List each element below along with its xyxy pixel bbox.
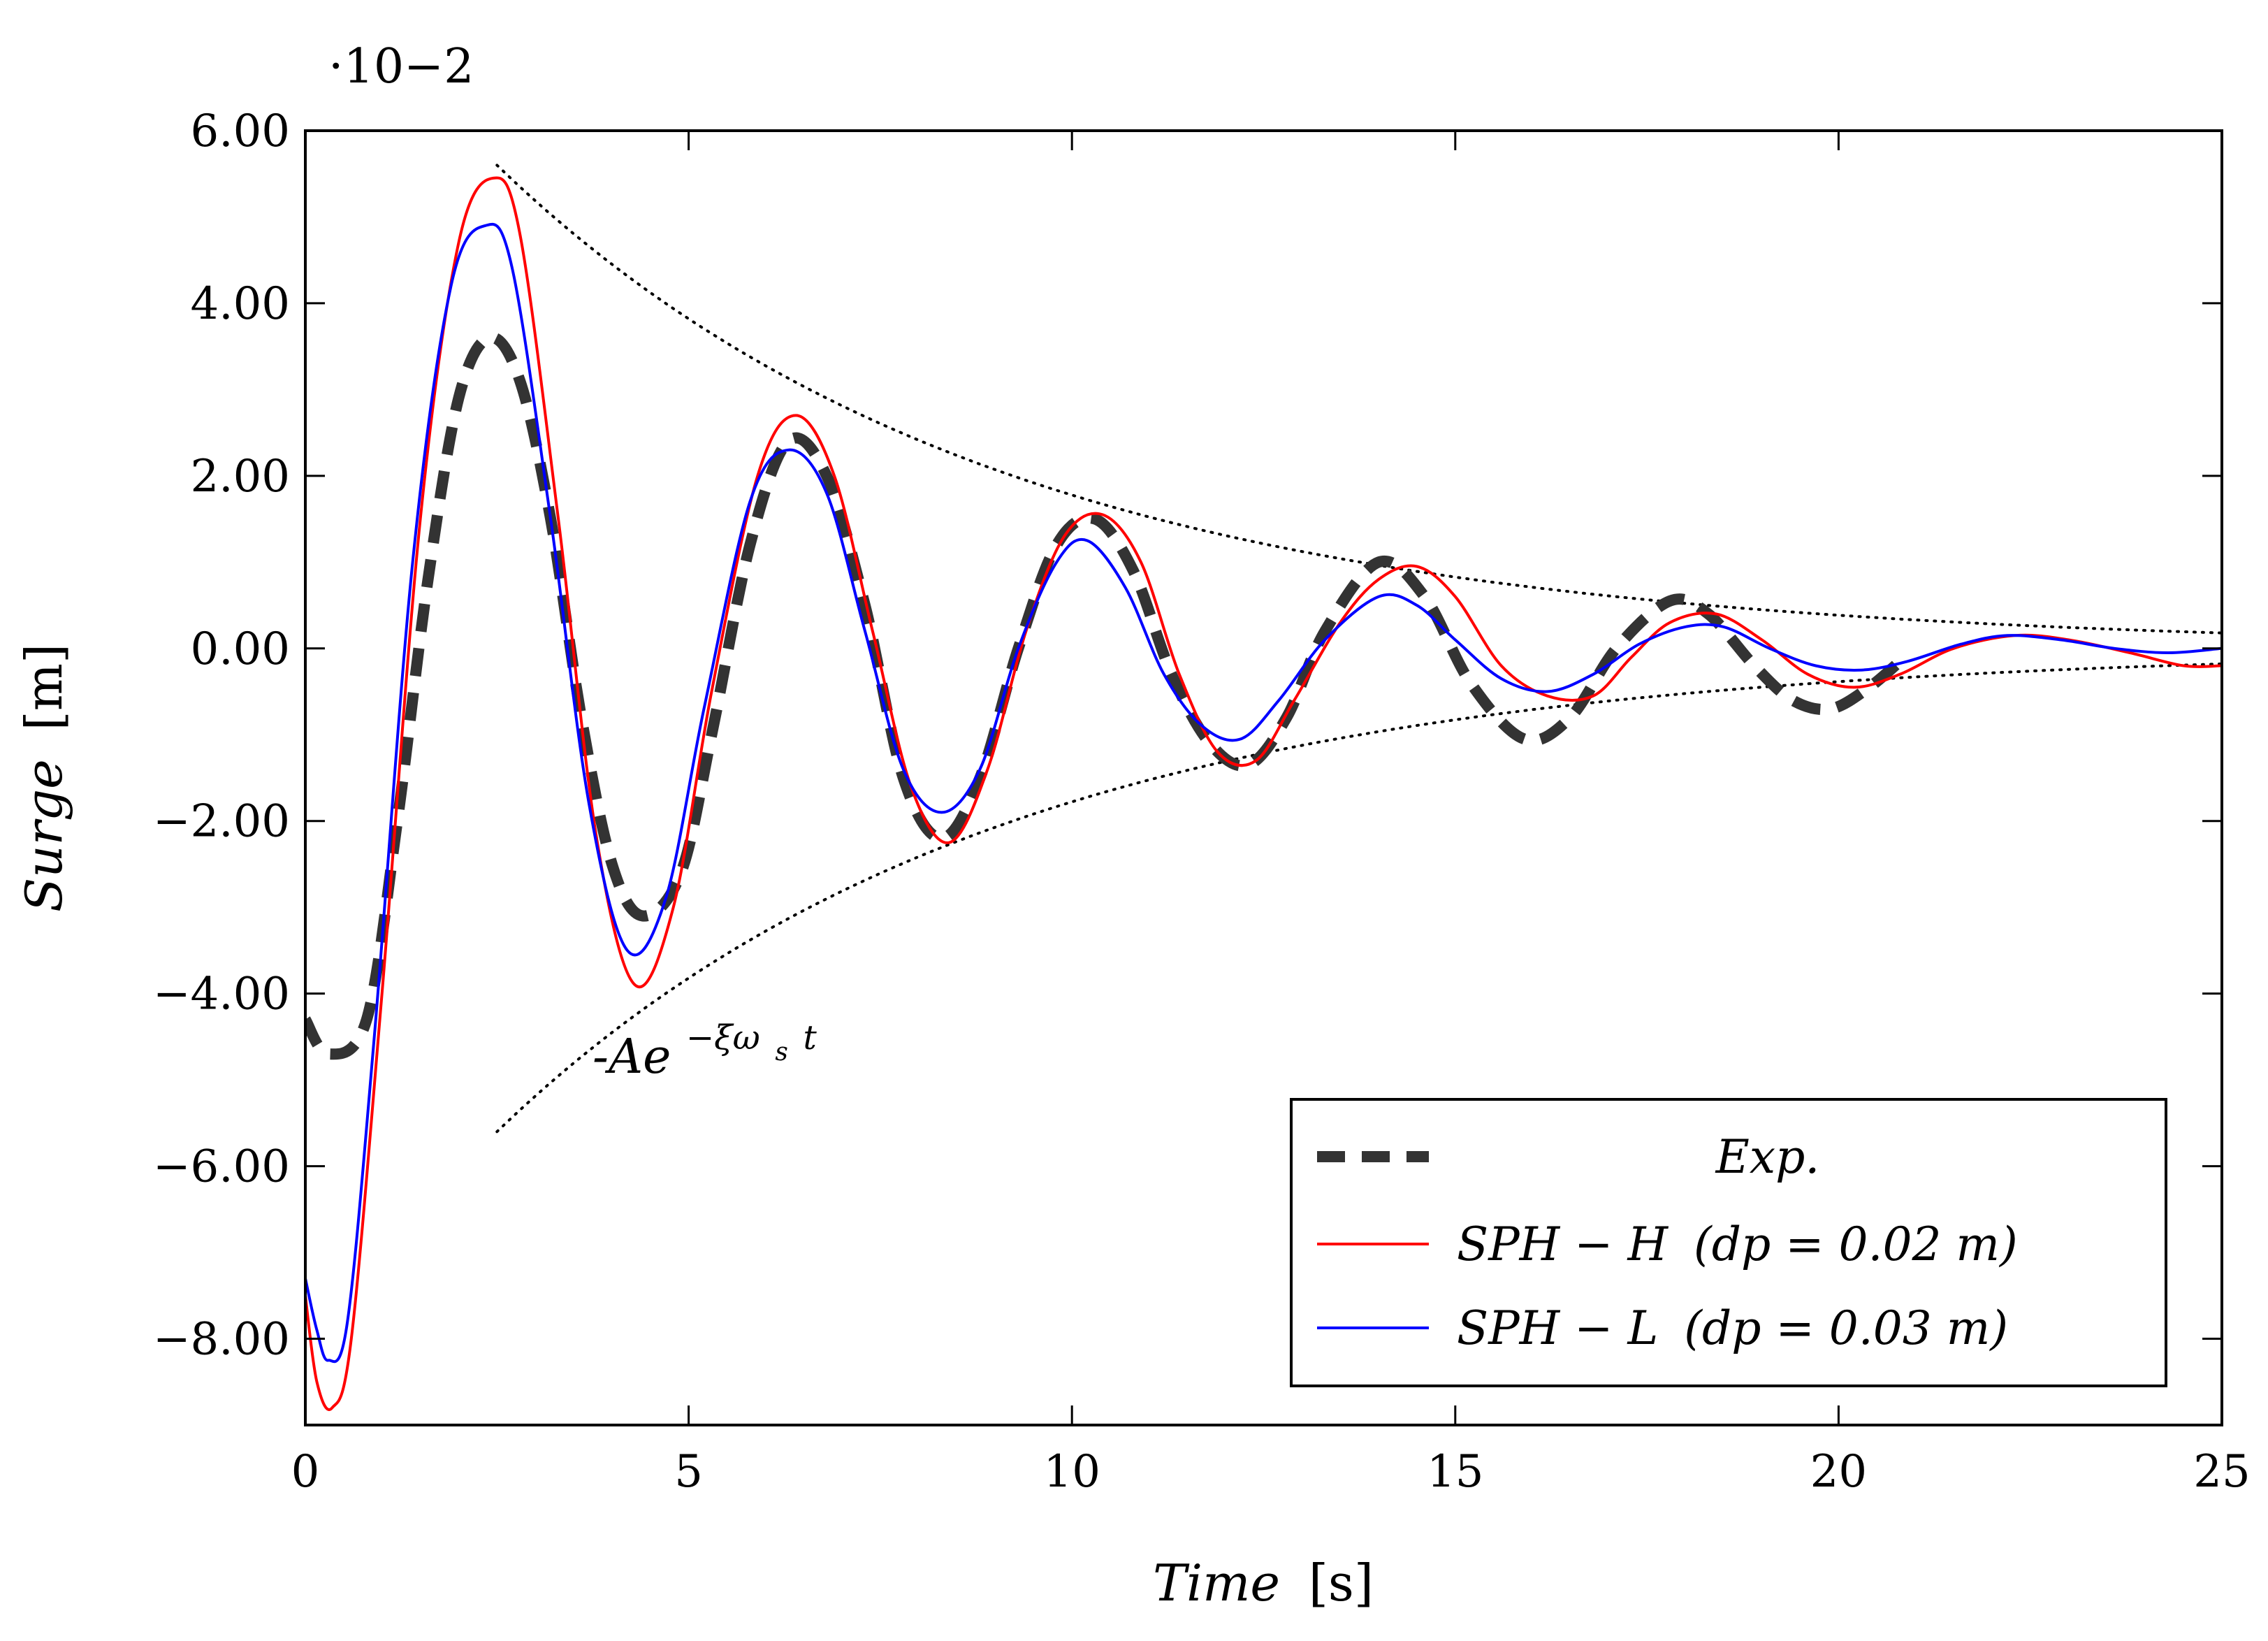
plot-curves <box>305 164 2222 1411</box>
y-axis-ticks: 6.00 4.00 2.00 0.00 −2.00 −4.00 −6.00 −8.00 <box>153 106 2222 1366</box>
y-tick-label: 4.00 <box>191 278 291 330</box>
y-tick-label: −2.00 <box>153 796 290 848</box>
y-axis-label: Surge [m] <box>15 644 73 912</box>
series-line-sph-h <box>305 176 2222 1411</box>
y-tick-label: −4.00 <box>153 969 290 1020</box>
y-axis-label-name: Surge <box>15 759 73 912</box>
x-axis-label-name: Time <box>1153 1554 1280 1612</box>
annotation-exponent: −ξω <box>686 1018 760 1057</box>
legend-label-sph-h: SPH − H (dp = 0.02 m) <box>1457 1217 2018 1271</box>
decay-envelope-annotation: -Ae −ξω s t <box>593 1006 817 1085</box>
y-axis-label-unit: [m] <box>15 644 73 730</box>
x-tick-label: 5 <box>674 1446 703 1498</box>
y-tick-label: −6.00 <box>153 1141 290 1193</box>
x-tick-label: 20 <box>1810 1446 1867 1498</box>
series-line-exp <box>305 331 1904 1060</box>
legend-label-sph-h-detail: (dp = 0.02 m) <box>1694 1217 2018 1271</box>
legend-label-exp: Exp. <box>1715 1130 1820 1184</box>
y-axis-multiplier: ·10−2 <box>328 39 474 94</box>
series-line-sph-l <box>305 222 2222 1364</box>
x-axis-ticks: 0 5 10 15 20 25 <box>291 131 2251 1498</box>
y-tick-label: −8.00 <box>153 1314 290 1366</box>
x-axis-label: Time [s] <box>1153 1554 1374 1612</box>
x-tick-label: 10 <box>1043 1446 1100 1498</box>
plot-frame <box>304 129 2223 1426</box>
y-tick-label: 2.00 <box>191 451 291 503</box>
annotation-base: -Ae <box>593 1029 671 1085</box>
x-tick-label: 0 <box>291 1446 320 1498</box>
legend-label-sph-l: SPH − L (dp = 0.03 m) <box>1457 1301 2008 1355</box>
annotation-tail: t <box>803 1018 817 1057</box>
legend-label-sph-l-name: SPH − L <box>1457 1301 1658 1355</box>
x-axis-label-unit: [s] <box>1309 1554 1374 1612</box>
x-tick-label: 15 <box>1427 1446 1483 1498</box>
legend-label-sph-l-detail: (dp = 0.03 m) <box>1684 1301 2008 1355</box>
x-tick-label: 25 <box>2193 1446 2250 1498</box>
y-tick-label: 0.00 <box>191 623 291 675</box>
envelope-lower-line <box>495 662 2222 1134</box>
annotation-subscript: s <box>775 1038 787 1067</box>
envelope-upper-line <box>495 164 2222 635</box>
y-tick-label: 6.00 <box>191 106 291 157</box>
legend-label-sph-h-name: SPH − H <box>1457 1217 1669 1271</box>
legend: Exp. SPH − H (dp = 0.02 m) SPH − L (dp =… <box>1290 1098 2167 1387</box>
legend-box <box>1290 1098 2167 1387</box>
